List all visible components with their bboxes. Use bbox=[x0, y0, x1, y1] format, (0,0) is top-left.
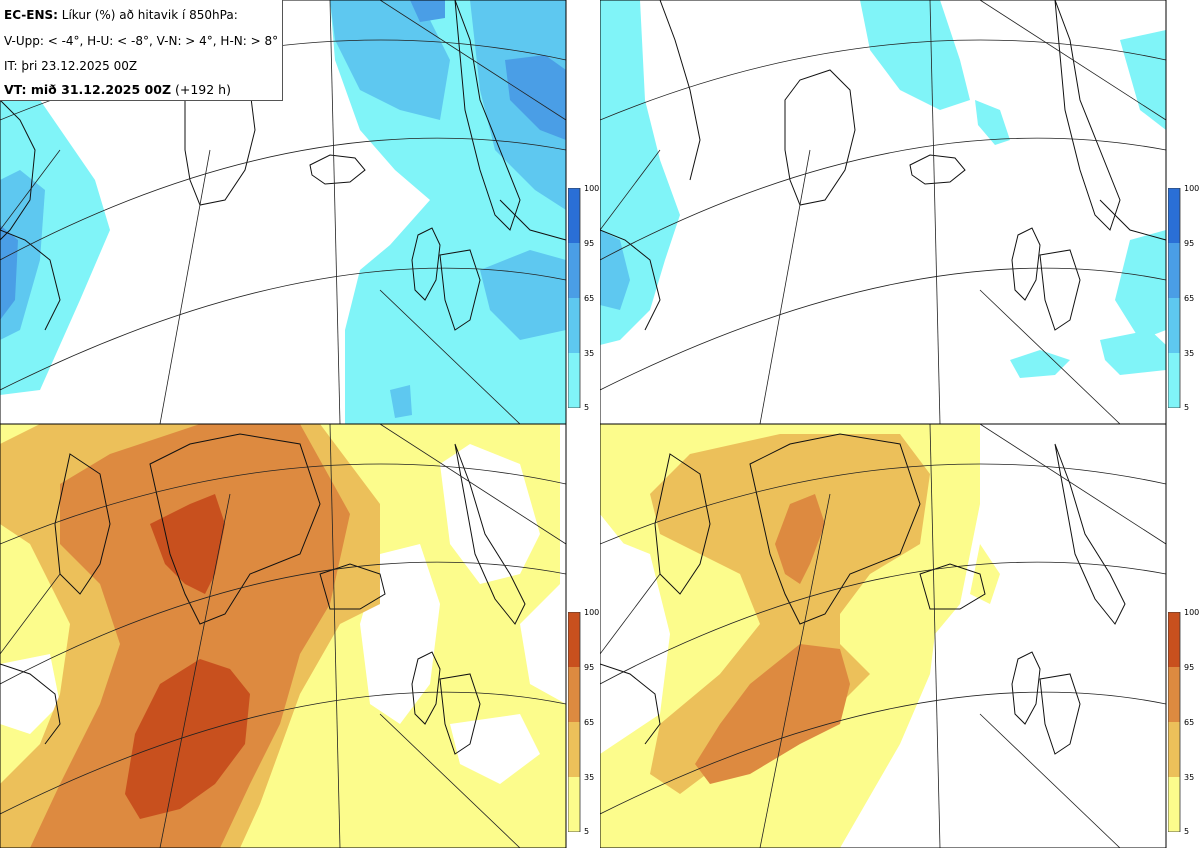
valid-time-text: VT: mið 31.12.2025 00Z bbox=[4, 82, 172, 97]
graticule bbox=[0, 424, 567, 848]
title-line: EC-ENS: Líkur (%) að hitavik í 850hPa: bbox=[4, 8, 238, 22]
map-h-n bbox=[600, 424, 1167, 848]
colorbar-tick: 100 bbox=[1184, 608, 1200, 617]
model-label: EC-ENS: bbox=[4, 8, 58, 22]
colorbar-tick: 65 bbox=[1184, 718, 1195, 727]
colorbar-tick: 95 bbox=[1184, 663, 1195, 672]
colorbar-tick: 100 bbox=[584, 184, 600, 193]
probability-fill bbox=[600, 0, 1166, 378]
colorbar-tick: 5 bbox=[584, 403, 590, 412]
probability-fill bbox=[0, 424, 566, 848]
colorbar-tick: 35 bbox=[584, 349, 595, 358]
colorbar-tick: 5 bbox=[1184, 403, 1190, 412]
graticule bbox=[600, 424, 1167, 848]
map-v-n bbox=[0, 424, 567, 848]
lead-time-text: (+192 h) bbox=[171, 82, 231, 97]
title-box: EC-ENS: Líkur (%) að hitavik í 850hPa: V… bbox=[0, 0, 283, 101]
coastlines bbox=[600, 0, 1167, 331]
colorbar-tick: 100 bbox=[584, 608, 600, 617]
coastlines bbox=[600, 433, 1126, 755]
title-text: Líkur (%) að hitavik í 850hPa: bbox=[57, 8, 238, 22]
colorbar-tick: 35 bbox=[584, 773, 595, 782]
colorbar-tick: 65 bbox=[584, 294, 595, 303]
probability-fill bbox=[600, 424, 1000, 848]
panel-v-n: 100 95 65 35 5 bbox=[0, 424, 600, 848]
colorbar-tick: 95 bbox=[1184, 239, 1195, 248]
colorbar-tick: 95 bbox=[584, 663, 595, 672]
colorbar-tick: 100 bbox=[1184, 184, 1200, 193]
map-h-u bbox=[600, 0, 1167, 424]
colorbar-tick: 95 bbox=[584, 239, 595, 248]
colorbar-tick: 65 bbox=[1184, 294, 1195, 303]
coastlines bbox=[0, 433, 526, 755]
panel-v-upp: EC-ENS: Líkur (%) að hitavik í 850hPa: V… bbox=[0, 0, 600, 424]
colorbar-tick: 5 bbox=[1184, 827, 1190, 836]
colorbar-tick: 35 bbox=[1184, 773, 1195, 782]
valid-time-line: VT: mið 31.12.2025 00Z (+192 h) bbox=[4, 82, 231, 97]
criteria-text: V-Upp: < -4°, H-U: < -8°, V-N: > 4°, H-N… bbox=[4, 34, 279, 48]
colorbar-tick: 65 bbox=[584, 718, 595, 727]
colorbar-tick: 5 bbox=[584, 827, 590, 836]
panel-h-u: 100 95 65 35 5 bbox=[600, 0, 1200, 424]
colorbar-tick: 35 bbox=[1184, 349, 1195, 358]
graticule bbox=[600, 0, 1167, 424]
init-time-text: IT: þri 23.12.2025 00Z bbox=[4, 59, 138, 73]
panel-h-n: 100 95 65 35 5 bbox=[600, 424, 1200, 848]
